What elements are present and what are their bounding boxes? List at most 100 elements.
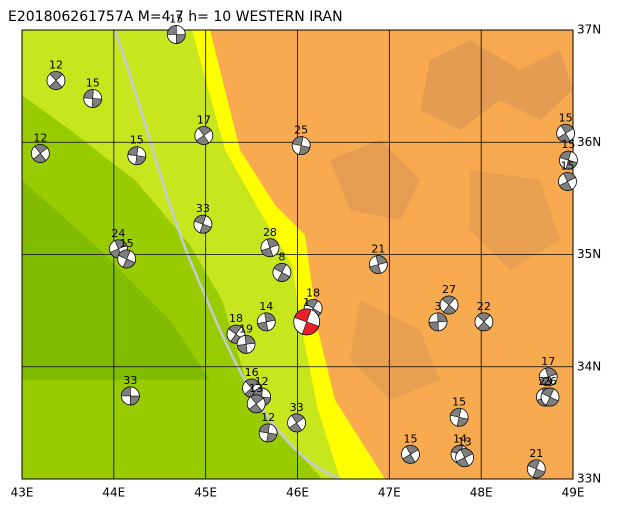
focal-mechanism	[30, 144, 50, 163]
focal-mechanism	[558, 172, 577, 191]
lon-label: 43E	[11, 486, 34, 500]
depth-label: 21	[371, 243, 385, 256]
ball-compression	[559, 172, 576, 191]
depth-label: 15	[403, 432, 417, 445]
ball-compression	[292, 136, 311, 155]
focal-mechanism	[236, 334, 256, 354]
depth-label: 15	[86, 76, 100, 89]
focal-mechanism	[455, 448, 475, 468]
depth-label: 8	[278, 250, 285, 263]
ball-compression	[449, 407, 469, 427]
focal-mechanism	[401, 444, 420, 464]
focal-mechanism	[287, 413, 306, 433]
events	[30, 25, 578, 479]
depth-label: 27	[442, 283, 456, 296]
depth-label: 33	[196, 202, 210, 215]
ball-compression	[541, 387, 559, 407]
depth-label: 13	[249, 382, 263, 395]
ball-compression	[288, 413, 305, 433]
depth-label: 15	[561, 138, 575, 151]
depth-label: 12	[255, 375, 269, 388]
ball-compression	[559, 150, 578, 170]
focal-mechanism	[559, 150, 578, 170]
ball-compression	[261, 238, 279, 258]
focal-mechanism	[120, 386, 140, 406]
depth-label: 18	[229, 312, 243, 325]
depth-label: 28	[263, 226, 277, 239]
lat-label: 37N	[577, 23, 601, 37]
ball-compression	[194, 214, 212, 234]
ball-compression	[369, 255, 388, 274]
ball-compression	[32, 144, 48, 163]
ball-compression	[257, 312, 276, 332]
focal-mechanism	[166, 25, 186, 44]
depth-label: 15	[559, 111, 573, 124]
depth-label: 18	[306, 286, 320, 299]
depth-label: 15	[130, 134, 144, 147]
lat-label: 35N	[577, 247, 601, 261]
focal-mechanism	[46, 71, 66, 90]
depth-label: 15	[560, 160, 574, 173]
depth-label: 19	[239, 322, 253, 335]
focal-mechanism	[272, 263, 292, 282]
depth-label: 12	[49, 59, 63, 72]
ball-compression	[441, 295, 457, 315]
focal-mechanism	[194, 126, 214, 145]
focal-mechanism	[293, 308, 321, 336]
focal-mechanism	[556, 123, 576, 143]
depth-label: 12	[261, 411, 275, 424]
depth-label: 14	[453, 432, 467, 445]
ball-compression	[236, 335, 256, 354]
depth-label: 21	[529, 447, 543, 460]
ball-compression	[402, 445, 419, 464]
ball-compression	[196, 126, 212, 145]
focal-mechanism	[538, 367, 558, 387]
ball-compression	[456, 448, 474, 467]
depth-label: 33	[123, 374, 137, 387]
focal-mechanism	[428, 312, 448, 332]
ball-compression	[248, 394, 264, 414]
depth-label: 16	[245, 366, 259, 379]
lon-label: 49E	[562, 486, 585, 500]
frame	[21, 29, 574, 480]
ball-compression	[539, 367, 558, 387]
lon-label: 47E	[378, 486, 401, 500]
focal-mechanism	[258, 423, 278, 443]
depth-label: 13	[458, 436, 472, 449]
focal-mechanism	[439, 295, 459, 315]
lat-label: 34N	[577, 359, 601, 373]
ball-compression	[118, 249, 136, 269]
focal-mechanism	[260, 238, 280, 258]
map-title: E201806261757A M=4.7 h= 10 WESTERN IRAN	[8, 9, 343, 25]
lon-label: 48E	[470, 486, 493, 500]
depth-label: 1	[303, 296, 310, 309]
ball-compression	[273, 263, 291, 282]
ball-compression	[127, 146, 147, 165]
focal-mechanism	[193, 214, 213, 234]
lat-label: 36N	[577, 135, 601, 149]
focal-mechanism	[127, 146, 147, 166]
focal-mechanism	[540, 387, 560, 407]
ball-compression	[48, 71, 63, 90]
ball-compression	[258, 423, 278, 443]
depth-label: 15	[452, 395, 466, 408]
lat-label: 33N	[577, 472, 601, 486]
lon-label: 45E	[194, 486, 217, 500]
focal-mechanism	[474, 312, 494, 332]
ball-compression	[428, 312, 448, 332]
depth-label: 17	[197, 114, 211, 127]
focal-mechanism	[368, 255, 388, 275]
ball-compression	[83, 89, 103, 108]
depth-label: 3	[435, 300, 442, 313]
depth-label: 23	[538, 375, 552, 388]
depth-label: 15	[169, 12, 183, 25]
focal-mechanism	[526, 459, 546, 479]
depth-label: 12	[33, 131, 47, 144]
depth-label: 26	[543, 375, 557, 388]
ball-compression	[121, 386, 140, 406]
ball-compression	[166, 25, 186, 44]
depth-label: 17	[541, 355, 555, 368]
depth-label: 14	[259, 300, 273, 313]
depth-label: 25	[294, 124, 308, 137]
